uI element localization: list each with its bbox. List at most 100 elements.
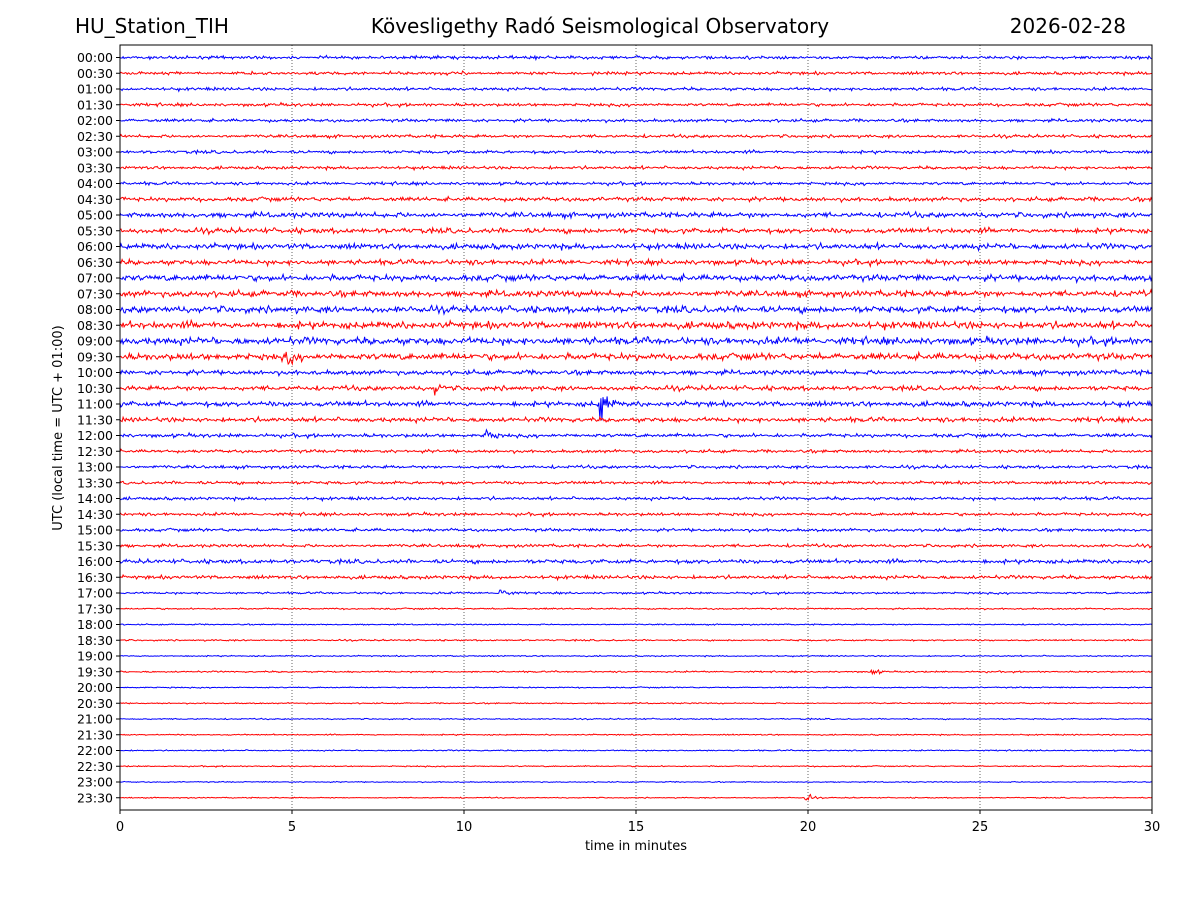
trace-1530 [119, 542, 1152, 549]
trace-1730 [119, 607, 1153, 611]
y-tick-label: 01:00 [77, 82, 113, 97]
y-tick-label: 02:00 [77, 113, 113, 128]
y-tick-label: 11:30 [77, 412, 113, 427]
y-tick-label: 18:30 [77, 633, 113, 648]
trace-0500 [119, 210, 1153, 221]
trace-0600 [119, 240, 1153, 253]
y-axis: 00:0000:3001:0001:3002:0002:3003:0003:30… [77, 50, 120, 805]
y-tick-label: 11:00 [77, 397, 113, 412]
y-tick-label: 15:00 [77, 523, 113, 538]
trace-0630 [119, 256, 1153, 268]
trace-0700 [119, 272, 1153, 285]
y-axis-label: UTC (local time = UTC + 01:00) [51, 325, 66, 530]
trace-0230 [119, 133, 1153, 140]
trace-0530 [119, 225, 1153, 236]
y-tick-label: 13:00 [77, 460, 113, 475]
y-tick-label: 05:00 [77, 208, 113, 223]
x-tick-label: 0 [116, 820, 124, 835]
y-tick-label: 09:30 [77, 349, 113, 364]
trace-0400 [119, 180, 1153, 188]
trace-2100 [119, 717, 1153, 721]
y-tick-label: 00:30 [77, 66, 113, 81]
y-tick-label: 12:30 [77, 444, 113, 459]
y-tick-label: 19:30 [77, 664, 113, 679]
trace-1800 [119, 623, 1153, 626]
trace-2130 [120, 733, 1153, 737]
trace-0900 [119, 334, 1153, 349]
trace-0200 [119, 117, 1153, 124]
trace-2300 [119, 780, 1153, 784]
chart-date: 2026-02-28 [1009, 14, 1126, 38]
x-tick-label: 5 [288, 820, 296, 835]
trace-2000 [120, 686, 1153, 689]
y-tick-label: 21:30 [77, 727, 113, 742]
x-tick-label: 15 [628, 820, 645, 835]
x-tick-label: 30 [1144, 820, 1161, 835]
y-tick-label: 03:30 [77, 160, 113, 175]
trace-1900 [119, 654, 1153, 658]
y-tick-label: 21:00 [77, 712, 113, 727]
y-tick-label: 22:30 [77, 759, 113, 774]
y-tick-label: 16:30 [77, 570, 113, 585]
y-tick-label: 14:30 [77, 507, 113, 522]
x-axis: 0 5 10 15 20 25 30 [116, 810, 1160, 835]
y-tick-label: 16:00 [77, 554, 113, 569]
y-tick-label: 18:00 [77, 617, 113, 632]
trace-0830 [119, 318, 1153, 331]
y-tick-label: 05:30 [77, 223, 113, 238]
trace-0300 [119, 148, 1153, 156]
trace-2200 [120, 748, 1153, 752]
trace-0000 [119, 54, 1153, 62]
y-tick-label: 04:00 [77, 176, 113, 191]
y-tick-label: 04:30 [77, 192, 113, 207]
y-tick-label: 20:30 [77, 696, 113, 711]
trace-0800 [119, 303, 1153, 316]
y-tick-label: 10:30 [77, 381, 113, 396]
trace-0100 [119, 85, 1153, 93]
trace-1000 [119, 368, 1153, 378]
y-tick-label: 13:30 [77, 475, 113, 490]
y-tick-label: 02:30 [77, 129, 113, 144]
observatory-title: Kövesligethy Radó Seismological Observat… [370, 14, 830, 38]
y-tick-label: 07:00 [77, 271, 113, 286]
x-tick-label: 25 [972, 820, 989, 835]
trace-1500 [119, 526, 1153, 534]
trace-1230 [119, 448, 1153, 455]
station-name: HU_Station_TIH [75, 14, 229, 38]
grid-lines [291, 45, 981, 810]
trace-0030 [119, 70, 1152, 77]
y-tick-label: 00:00 [77, 50, 113, 65]
trace-1430 [119, 511, 1153, 518]
y-tick-label: 17:30 [77, 601, 113, 616]
trace-1100 [119, 396, 1153, 421]
y-tick-label: 06:00 [77, 239, 113, 254]
trace-2030 [119, 701, 1153, 705]
y-tick-label: 03:00 [77, 145, 113, 160]
trace-0330 [119, 164, 1153, 172]
trace-1400 [119, 495, 1153, 503]
trace-1030 [119, 383, 1153, 396]
y-tick-label: 23:30 [77, 790, 113, 805]
trace-2330 [120, 793, 1153, 801]
x-tick-label: 20 [800, 820, 817, 835]
y-tick-label: 08:00 [77, 302, 113, 317]
x-tick-label: 10 [456, 820, 473, 835]
y-tick-label: 22:00 [77, 743, 113, 758]
y-tick-label: 01:30 [77, 97, 113, 112]
trace-1300 [119, 463, 1153, 471]
y-tick-label: 19:00 [77, 649, 113, 664]
y-tick-label: 15:30 [77, 538, 113, 553]
x-axis-label: time in minutes [585, 839, 687, 854]
y-tick-label: 06:30 [77, 255, 113, 270]
trace-1330 [119, 479, 1152, 486]
y-tick-label: 08:30 [77, 318, 113, 333]
trace-0930 [120, 350, 1153, 366]
trace-1930 [119, 668, 1153, 676]
trace-1600 [119, 557, 1153, 566]
y-tick-label: 12:00 [77, 428, 113, 443]
trace-0730 [119, 288, 1153, 300]
y-tick-label: 14:00 [77, 491, 113, 506]
trace-1700 [119, 589, 1153, 596]
trace-0130 [119, 101, 1153, 109]
